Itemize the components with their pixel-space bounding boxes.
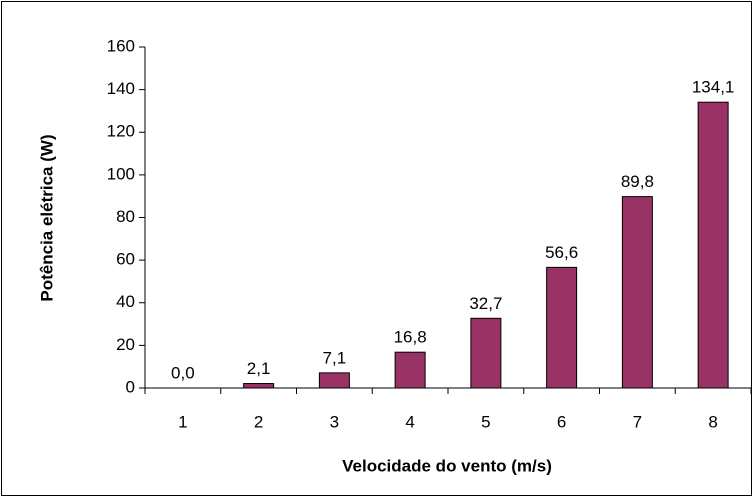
- x-tick-label: 5: [481, 412, 490, 431]
- y-tick-label: 60: [116, 250, 135, 269]
- bar: [621, 196, 653, 389]
- y-tick-label: 0: [126, 377, 135, 396]
- y-tick-label: 40: [116, 292, 135, 311]
- x-tick-label: 6: [557, 412, 566, 431]
- value-label: 2,1: [247, 359, 271, 378]
- value-label: 134,1: [692, 78, 735, 97]
- value-label: 7,1: [323, 348, 347, 367]
- x-tick-label: 4: [405, 412, 414, 431]
- y-tick-label: 100: [107, 164, 135, 183]
- value-label: 16,8: [394, 328, 427, 347]
- y-tick-label: 20: [116, 335, 135, 354]
- bar: [697, 101, 729, 389]
- bar: [318, 372, 350, 389]
- value-label: 32,7: [469, 294, 502, 313]
- bar: [470, 317, 502, 389]
- bar: [243, 383, 275, 389]
- x-tick-label: 2: [254, 412, 263, 431]
- value-label: 89,8: [621, 172, 654, 191]
- y-tick-label: 80: [116, 207, 135, 226]
- y-tick-label: 120: [107, 122, 135, 141]
- y-axis-title: Potência elétrica (W): [37, 134, 56, 301]
- bar: [394, 351, 426, 389]
- value-label: 0,0: [171, 363, 195, 382]
- x-tick-label: 8: [708, 412, 717, 431]
- x-tick-label: 7: [633, 412, 642, 431]
- y-tick-label: 160: [107, 36, 135, 55]
- value-label: 56,6: [545, 243, 578, 262]
- bar: [546, 266, 578, 389]
- y-tick-label: 140: [107, 79, 135, 98]
- x-tick-label: 3: [330, 412, 339, 431]
- x-axis-title: Velocidade do vento (m/s): [342, 456, 552, 475]
- x-tick-label: 1: [178, 412, 187, 431]
